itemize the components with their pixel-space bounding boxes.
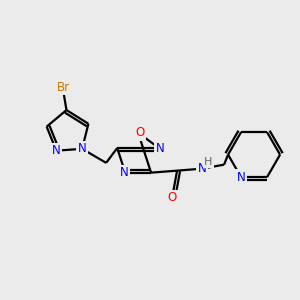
Text: N: N: [237, 171, 245, 184]
Text: N: N: [156, 142, 164, 154]
Text: O: O: [167, 191, 177, 204]
Text: N: N: [198, 162, 206, 175]
Text: N: N: [52, 144, 61, 157]
Text: N: N: [120, 166, 129, 179]
Text: O: O: [136, 126, 145, 140]
Text: Br: Br: [57, 81, 70, 94]
Text: N: N: [78, 142, 86, 155]
Text: H: H: [204, 157, 212, 167]
